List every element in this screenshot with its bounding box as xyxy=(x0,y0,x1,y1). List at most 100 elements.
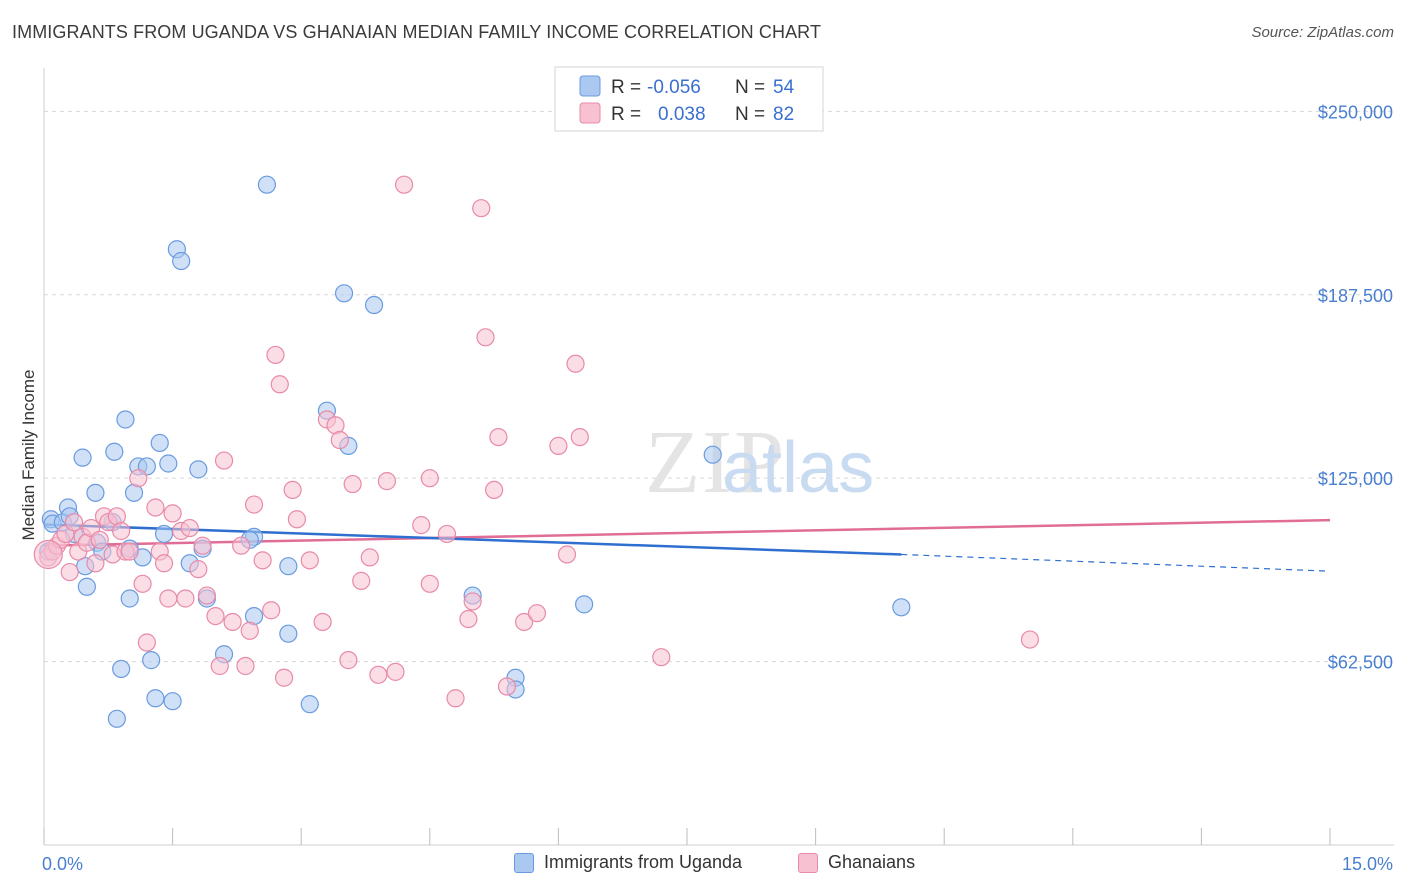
ghana-point xyxy=(300,551,319,570)
ghana-point xyxy=(352,571,371,590)
ghana-point xyxy=(343,474,362,494)
legend-swatch-uganda xyxy=(579,75,601,97)
y-tick-label: $125,000 xyxy=(1318,469,1393,489)
ghana-point xyxy=(193,536,212,555)
ghana-point xyxy=(386,662,405,681)
legend-item-ghana[interactable]: Ghanaians xyxy=(798,852,915,873)
x-tick-label: 0.0% xyxy=(42,854,83,874)
uganda-point xyxy=(279,557,298,576)
ghana-point xyxy=(133,574,152,593)
legend-swatch-ghana xyxy=(798,852,818,873)
legend-r-ghana: 0.038 xyxy=(658,104,706,125)
ghana-point xyxy=(240,621,259,640)
ghana-point xyxy=(262,601,281,620)
ghana-point xyxy=(412,516,431,535)
x-tick-label: 15.0% xyxy=(1342,854,1393,874)
ghana-point xyxy=(446,689,465,708)
uganda-point xyxy=(142,651,161,670)
ghana-point xyxy=(189,560,208,579)
ghana-point xyxy=(566,354,585,373)
ghana-point xyxy=(159,589,178,608)
ghana-point xyxy=(515,612,534,632)
series-ghana-points xyxy=(33,175,1040,708)
ghana-point xyxy=(459,609,478,629)
legend-swatch-uganda xyxy=(514,852,534,873)
uganda-point xyxy=(150,433,169,453)
ghana-point xyxy=(210,656,229,676)
ghana-point xyxy=(154,554,174,573)
ghana-point xyxy=(489,427,508,447)
ghana-point xyxy=(652,648,671,667)
uganda-point xyxy=(892,598,911,617)
gridlines xyxy=(44,110,1394,663)
ghana-point xyxy=(527,604,547,623)
y-axis-label: Median Family Income xyxy=(19,369,38,540)
ghana-point xyxy=(266,345,285,365)
ghana-point xyxy=(197,586,216,605)
ghana-point xyxy=(570,427,589,447)
uganda-point xyxy=(300,695,319,714)
chart-title: IMMIGRANTS FROM UGANDA VS GHANAIAN MEDIA… xyxy=(12,22,822,42)
ghana-point xyxy=(463,592,482,611)
correlation-legend: R = -0.056 N = 54 R = 0.038 N = 82 xyxy=(554,66,824,132)
y-tick-label: $187,500 xyxy=(1318,286,1393,306)
ghana-point xyxy=(60,562,79,582)
ghana-point xyxy=(377,472,397,491)
uganda-point xyxy=(575,595,594,614)
uganda-point xyxy=(146,689,165,708)
ghana-point-cluster xyxy=(33,539,63,570)
legend-r-uganda: -0.056 xyxy=(647,77,701,98)
ghana-point xyxy=(437,524,457,544)
ghana-point xyxy=(270,375,289,394)
legend-n-ghana: 82 xyxy=(773,104,794,125)
ghana-point xyxy=(472,199,491,218)
ghana-point xyxy=(330,430,349,450)
y-tick-labels: $62,500 $125,000 $187,500 $250,000 xyxy=(1318,102,1393,672)
uganda-point xyxy=(77,577,96,596)
legend-item-uganda[interactable]: Immigrants from Uganda xyxy=(514,852,742,873)
legend-n-label: N = xyxy=(735,104,765,125)
ghana-point xyxy=(214,451,234,470)
uganda-point xyxy=(154,524,174,544)
legend-swatch-ghana xyxy=(579,102,601,124)
uganda-point xyxy=(116,410,135,429)
ghana-point xyxy=(244,495,264,514)
ghana-point xyxy=(485,480,504,500)
ghana-point xyxy=(1020,630,1040,649)
uganda-point xyxy=(112,659,131,679)
series-legend: Immigrants from Uganda Ghanaians xyxy=(0,852,1406,878)
legend-n-label: N = xyxy=(735,77,765,98)
y-tick-label: $62,500 xyxy=(1328,653,1393,673)
uganda-point xyxy=(120,589,139,608)
uganda-point xyxy=(86,483,105,502)
ghana-point xyxy=(137,633,156,652)
uganda-point xyxy=(163,692,182,711)
trend-line-uganda-extension xyxy=(901,553,1331,572)
uganda-point xyxy=(159,454,178,473)
legend-r-label: R = xyxy=(611,77,641,98)
ghana-point xyxy=(223,612,242,632)
legend-label-uganda: Immigrants from Uganda xyxy=(544,852,743,872)
ghana-point xyxy=(120,542,139,561)
axes xyxy=(43,68,1394,846)
ghana-point xyxy=(236,656,255,676)
ghana-point xyxy=(176,589,195,608)
x-tick-labels: 0.0% 15.0% xyxy=(42,854,1393,874)
ghana-point xyxy=(253,551,272,570)
ghana-point xyxy=(112,521,131,541)
legend-n-uganda: 54 xyxy=(773,77,795,98)
ghana-point xyxy=(283,480,302,500)
uganda-point xyxy=(703,445,722,464)
ghana-point xyxy=(274,668,294,687)
ghana-point xyxy=(146,498,165,517)
uganda-point xyxy=(107,709,126,728)
ghana-point xyxy=(180,518,199,538)
uganda-point xyxy=(189,460,208,479)
ghana-point xyxy=(497,677,517,696)
ghana-point xyxy=(163,504,182,523)
uganda-point xyxy=(364,295,384,315)
ghana-point xyxy=(129,469,148,488)
ghana-point xyxy=(549,436,568,455)
source-label: Source: ZipAtlas.com xyxy=(1251,24,1394,41)
ghana-point xyxy=(420,469,439,488)
